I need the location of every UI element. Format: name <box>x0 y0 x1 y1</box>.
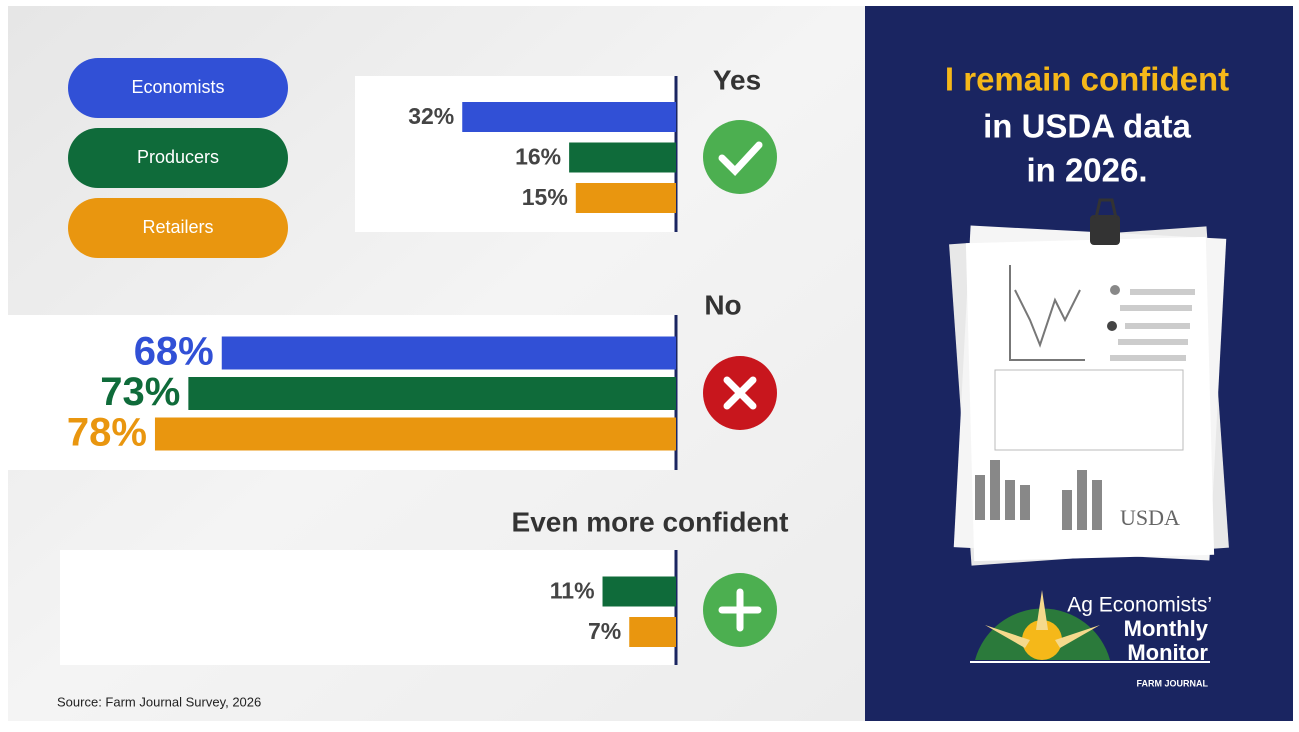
subline: in 2026. <box>1026 152 1147 189</box>
group-title: Yes <box>713 64 761 95</box>
group-title: No <box>704 289 741 320</box>
value-label: 7% <box>588 618 621 644</box>
bar <box>155 418 676 451</box>
infographic: Source: Farm Journal Survey, 2026 I rema… <box>0 0 1299 727</box>
logo-line: Monitor <box>1127 640 1208 665</box>
bar <box>222 337 676 370</box>
group-title: Even more confident <box>512 506 789 537</box>
group-panel <box>60 550 676 665</box>
legend-label: Economists <box>131 77 224 97</box>
logo-line: Monthly <box>1124 616 1209 641</box>
bar <box>576 183 676 213</box>
legend-label: Producers <box>137 147 219 167</box>
bar <box>188 377 676 410</box>
logo-line: Ag Economists’ <box>1067 594 1212 617</box>
bar <box>603 577 676 607</box>
clipboard-illustration: USDA <box>949 200 1229 566</box>
subline: in USDA data <box>983 108 1191 145</box>
bar <box>629 617 676 647</box>
yes-icon <box>703 120 777 194</box>
value-label: 15% <box>522 184 568 210</box>
value-label: 11% <box>550 578 595 604</box>
value-label: 68% <box>134 330 214 374</box>
bar <box>569 143 676 173</box>
bar <box>462 102 676 132</box>
value-label: 32% <box>408 103 454 129</box>
legend-label: Retailers <box>142 217 213 237</box>
value-label: 16% <box>515 144 561 170</box>
source: Source: Farm Journal Survey, 2026 <box>57 694 261 709</box>
value-label: 78% <box>67 411 147 455</box>
usda-label: USDA <box>1120 505 1180 530</box>
no-icon <box>703 356 777 430</box>
value-label: 73% <box>100 370 180 414</box>
plus-icon <box>703 573 777 647</box>
headline: I remain confident <box>945 61 1229 98</box>
brand: FARM JOURNAL <box>1137 678 1209 688</box>
